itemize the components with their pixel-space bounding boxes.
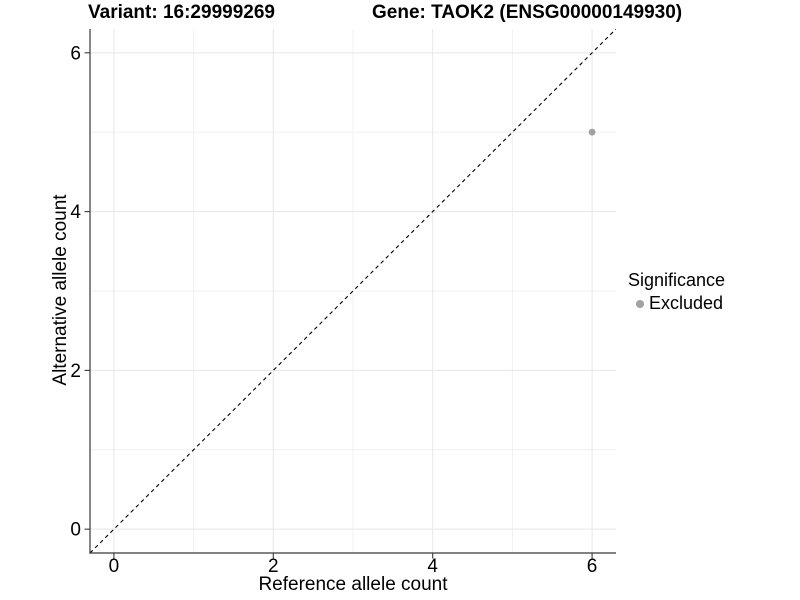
legend-key-point-icon — [636, 299, 644, 308]
data-point — [588, 128, 596, 136]
y-tick-label: 4 — [70, 202, 81, 223]
legend-title: Significance — [628, 270, 726, 290]
y-axis-title: Alternative allele count — [50, 194, 71, 386]
x-axis-title: Reference allele count — [258, 574, 448, 595]
identity-line — [90, 29, 616, 553]
legend-entry-label: Excluded — [649, 293, 724, 313]
y-tick-label: 6 — [70, 43, 81, 64]
legend-entry: Excluded — [628, 293, 725, 314]
x-tick-label: 4 — [427, 556, 438, 577]
plot-title-gene: Gene: TAOK2 (ENSG00000149930) — [372, 2, 683, 23]
legend-entries: Excluded — [628, 293, 725, 314]
x-tick-label: 6 — [587, 556, 598, 577]
x-tick-label: 2 — [268, 556, 279, 577]
y-tick-label: 2 — [70, 361, 81, 382]
y-tick-label: 0 — [70, 520, 81, 541]
legend: Significance Excluded — [628, 270, 725, 314]
plot-title-variant: Variant: 16:29999269 — [88, 2, 275, 23]
x-tick-label: 0 — [109, 556, 120, 577]
